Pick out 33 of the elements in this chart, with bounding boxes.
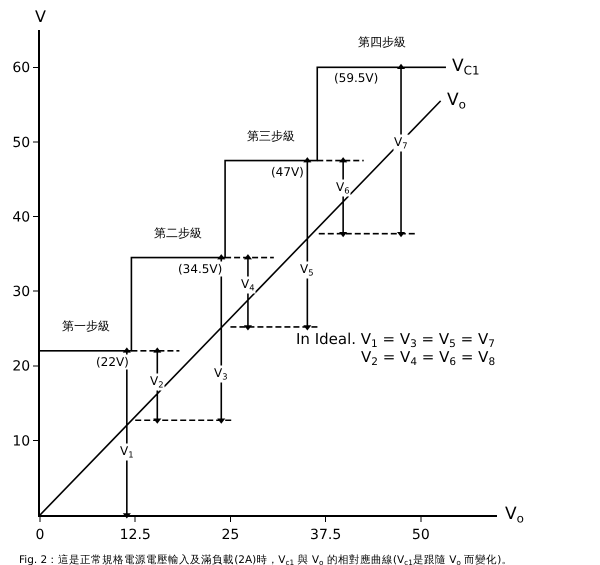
- x-tick-label: 50: [412, 526, 430, 543]
- y-axis-title: V: [35, 7, 46, 26]
- y-tick-label: 10: [12, 433, 30, 450]
- y-tick-label: 60: [12, 60, 30, 76]
- annotation: (47V): [271, 165, 304, 179]
- annotation: V$_{2}$: [150, 374, 164, 390]
- annotation: (34.5V): [178, 262, 222, 276]
- x-tick-label: 25: [222, 526, 240, 543]
- annotation: 第三步級: [247, 129, 295, 143]
- annotation: V$_{5}$: [300, 262, 314, 278]
- x-axis-title: V$_{o}$: [505, 504, 524, 526]
- annotation: V$_{7}$: [394, 135, 408, 151]
- series-label: V$_{C1}$: [452, 56, 480, 78]
- annotation: 第二步級: [154, 226, 202, 240]
- annotation: 第四步級: [358, 35, 406, 49]
- y-tick-label: 40: [12, 209, 30, 226]
- annotation: V$_{2}$ = V$_{4}$ = V$_{6}$ = V$_{8}$: [361, 348, 496, 368]
- y-tick-label: 20: [12, 358, 30, 375]
- annotation: V$_{3}$: [214, 366, 228, 382]
- annotation: V$_{1}$: [120, 444, 134, 460]
- annotation: V$_{6}$: [336, 180, 350, 196]
- annotation: V$_{4}$: [241, 277, 255, 293]
- y-tick-label: 30: [12, 284, 30, 300]
- annotation: (22V): [96, 355, 129, 369]
- annotation: 第一步級: [62, 319, 110, 333]
- x-tick-label: 37.5: [310, 526, 342, 543]
- annotation: (59.5V): [334, 71, 378, 85]
- x-tick-label: 12.5: [120, 526, 151, 543]
- series-label: V$_{o}$: [447, 90, 466, 112]
- text: Fig. 2：這是正常規格電源電壓輸入及滿負載(2A)時，V$_{c1}$ 與 V$_{o}$ 的相對應曲線(V$_{c1}$是跟隨 V$_{o}$ 而變化)。: [19, 554, 512, 565]
- x-tick-label: 0: [36, 526, 44, 543]
- y-tick-label: 50: [12, 134, 30, 151]
- annotation: In Ideal. V$_{1}$ = V$_{3}$ = V$_{5}$ = V$_{7}$: [296, 330, 495, 350]
